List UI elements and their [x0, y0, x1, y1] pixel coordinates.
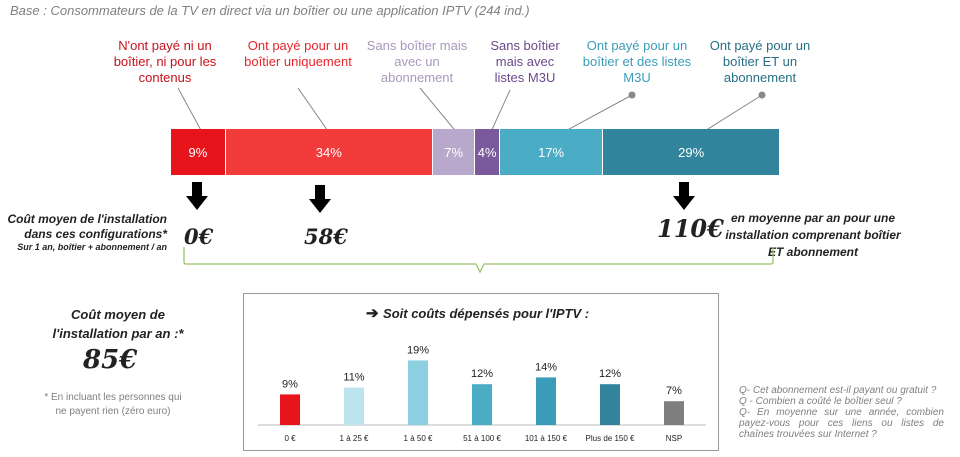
segment-label-3: Sans boîtier mais avec un abonnement [366, 38, 468, 85]
category-label: 51 à 100 € [463, 434, 501, 443]
bar [600, 384, 620, 425]
stacked-segment-6: 29% [603, 129, 780, 175]
bar-value-label: 14% [535, 361, 557, 373]
stacked-segment-2: 34% [225, 129, 433, 175]
cost-value-0: 0€ [184, 224, 214, 249]
segment-label-5: Ont payé pour un boîtier et des listes M… [582, 38, 692, 85]
bar [472, 384, 492, 425]
questions-block: Q- Cet abonnement est-il payant ou gratu… [739, 385, 944, 440]
arrow-right-icon: ➔ [366, 305, 379, 322]
iptv-cost-panel: ➔ Soit coûts dépensés pour l'IPTV : 9% 0 … [243, 293, 719, 451]
avg-cost-label: Coût moyen de l'installation par an :* [52, 307, 184, 341]
cost-value-110: 110€ [657, 214, 724, 243]
stacked-segment-4: 4% [475, 129, 500, 175]
avg-cost-note: * En incluant les personnes qui ne payen… [44, 392, 182, 417]
cost-config-sub: Sur 1 an, boîtier + abonnement / an [17, 242, 167, 252]
bar-value-label: 12% [599, 368, 621, 380]
bar [536, 377, 556, 425]
bar [664, 401, 684, 425]
stacked-segment-5: 17% [499, 129, 604, 175]
bar-value-label: 19% [407, 344, 429, 356]
bar-value-label: 11% [343, 372, 364, 384]
stacked-segment-value: 9% [188, 144, 208, 160]
cost-value-110-note: en moyenne par an pour une installation … [725, 211, 901, 259]
category-label: 0 € [284, 434, 296, 443]
stacked-segment-value: 17% [538, 144, 565, 160]
panel-title-row: ➔ Soit coûts dépensés pour l'IPTV : [366, 304, 589, 323]
question-3: Q- En moyenne sur une année, combien pay… [739, 407, 944, 440]
bar [280, 394, 300, 425]
category-label: 1 à 50 € [404, 434, 433, 443]
stacked-segment-3: 7% [432, 129, 476, 175]
stacked-segment-value: 7% [444, 144, 464, 160]
bar [344, 387, 364, 425]
segment-label-4: Sans boîtier mais avec listes M3U [490, 38, 560, 85]
bar-chart: 9% 0 € 11% 1 à 25 € 19% 1 à 50 € 12% 51 à 100 €… [258, 344, 706, 443]
stacked-segment-value: 4% [477, 144, 497, 160]
bar-value-label: 9% [282, 378, 298, 390]
cost-value-58: 58€ [304, 224, 348, 249]
bar [408, 360, 428, 425]
category-label: 1 à 25 € [340, 434, 369, 443]
bar-value-label: 12% [471, 368, 493, 380]
stacked-segment-value: 34% [315, 144, 342, 160]
cost-config-label: Coût moyen de l'installation dans ces co… [7, 212, 167, 241]
question-1: Q- Cet abonnement est-il payant ou gratu… [739, 385, 937, 396]
segment-label-1: N'ont payé ni un boîtier, ni pour les co… [113, 38, 217, 85]
base-text: Base : Consommateurs de la TV en direct … [10, 3, 530, 18]
category-label: NSP [666, 434, 682, 443]
panel-title: Soit coûts dépensés pour l'IPTV : [383, 306, 590, 321]
segment-label-2: Ont payé pour un boîtier uniquement [244, 38, 352, 69]
avg-cost-value: 85€ [83, 345, 138, 375]
category-label: Plus de 150 € [586, 434, 635, 443]
stacked-segment-value: 29% [678, 144, 705, 160]
stacked-segment-1: 9% [171, 129, 226, 175]
category-label: 101 à 150 € [525, 434, 568, 443]
question-2: Q - Combien a coûté le boîtier seul ? [739, 396, 902, 407]
bar-value-label: 7% [666, 385, 682, 397]
segment-label-6: Ont payé pour un boîtier ET un abonnemen… [709, 38, 811, 85]
stacked-bar: 9% 34% 7% 4% 17% 29% [171, 129, 780, 175]
